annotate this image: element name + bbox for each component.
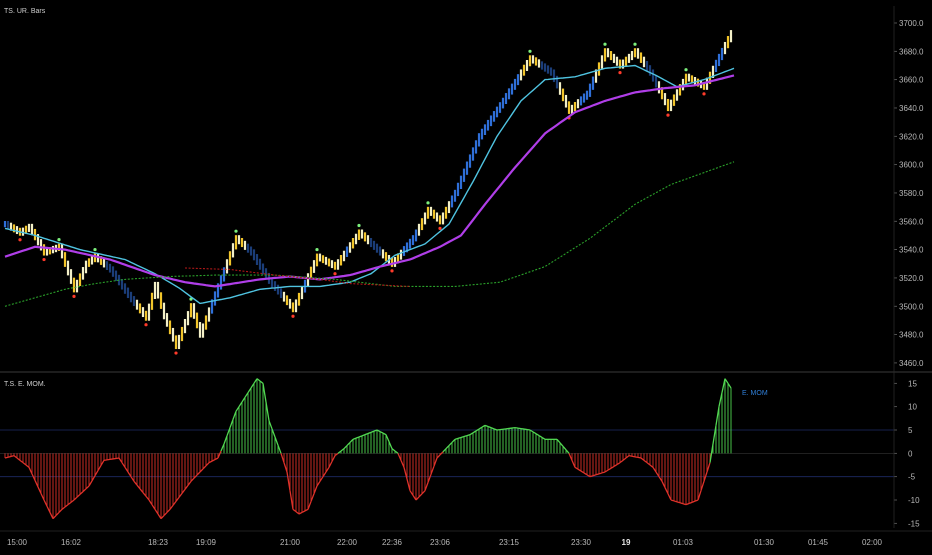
momentum-tick-label: -10	[908, 496, 920, 505]
time-tick-label: 23:06	[430, 538, 451, 547]
signal-dot	[390, 269, 393, 272]
momentum-outline	[674, 501, 677, 502]
signal-dot	[528, 50, 531, 53]
signal-dot	[633, 43, 636, 46]
momentum-outline	[11, 456, 14, 457]
price-tick-label: 3480.0	[899, 331, 924, 340]
price-tick-label: 3700.0	[899, 19, 924, 28]
signal-dot	[684, 68, 687, 71]
momentum-tick-label: -15	[908, 519, 920, 528]
signal-dot	[357, 224, 360, 227]
momentum-outline	[683, 504, 686, 505]
momentum-outline	[461, 437, 464, 438]
signal-dot	[618, 71, 621, 74]
signal-dot	[42, 258, 45, 261]
signal-dot	[57, 238, 60, 241]
price-pane-title: TS. UR. Bars	[4, 8, 46, 15]
signal-dot	[234, 230, 237, 233]
momentum-tick-label: 5	[908, 426, 913, 435]
time-tick-label: 22:00	[337, 538, 358, 547]
signal-dot	[93, 248, 96, 251]
price-tick-label: 3580.0	[899, 189, 924, 198]
price-tick-label: 3660.0	[899, 76, 924, 85]
signal-dot	[315, 248, 318, 251]
momentum-pane-title: T.S. E. MOM.	[4, 381, 46, 388]
price-tick-label: 3560.0	[899, 217, 924, 226]
momentum-outline	[5, 457, 8, 458]
signal-dot	[174, 351, 177, 354]
time-tick-label: 01:03	[673, 538, 694, 547]
momentum-outline	[8, 456, 11, 457]
time-tick-label: 19:09	[196, 538, 217, 547]
time-tick-label: 02:00	[862, 538, 883, 547]
momentum-outline	[458, 437, 461, 438]
price-tick-label: 3540.0	[899, 246, 924, 255]
signal-dot	[666, 113, 669, 116]
momentum-outline	[671, 500, 674, 501]
signal-dot	[333, 272, 336, 275]
price-tick-label: 3460.0	[899, 359, 924, 368]
momentum-outline	[638, 457, 641, 458]
momentum-outline	[635, 457, 638, 458]
price-tick-label: 3500.0	[899, 302, 924, 311]
signal-dot	[144, 323, 147, 326]
price-tick-label: 3640.0	[899, 104, 924, 113]
time-tick-label: 01:45	[808, 538, 829, 547]
momentum-tick-label: -5	[908, 473, 916, 482]
signal-dot	[438, 227, 441, 230]
time-tick-label: 23:30	[571, 538, 592, 547]
signal-dot	[72, 295, 75, 298]
momentum-outline	[680, 503, 683, 504]
time-tick-label: 18:23	[148, 538, 169, 547]
momentum-outline	[590, 476, 593, 477]
signal-dot	[603, 43, 606, 46]
momentum-tick-label: 0	[908, 449, 913, 458]
momentum-outline	[602, 472, 605, 473]
momentum-tick-label: 15	[908, 379, 917, 388]
momentum-outline	[467, 435, 470, 436]
momentum-outline	[455, 438, 458, 439]
signal-dot	[426, 201, 429, 204]
momentum-outline	[677, 502, 680, 503]
time-tick-label: 22:36	[382, 538, 403, 547]
price-tick-label: 3620.0	[899, 132, 924, 141]
momentum-outline	[632, 456, 635, 457]
momentum-outline	[629, 456, 632, 457]
signal-dot	[291, 315, 294, 318]
time-tick-label: 23:15	[499, 538, 520, 547]
price-tick-label: 3520.0	[899, 274, 924, 283]
time-tick-label: 19	[622, 538, 631, 547]
momentum-outline	[464, 436, 467, 437]
momentum-outline	[593, 475, 596, 476]
time-tick-label: 15:00	[7, 538, 28, 547]
time-tick-label: 21:00	[280, 538, 301, 547]
price-tick-label: 3680.0	[899, 47, 924, 56]
momentum-outline	[599, 473, 602, 474]
price-tick-label: 3600.0	[899, 161, 924, 170]
momentum-tick-label: 10	[908, 403, 917, 412]
signal-dot	[702, 92, 705, 95]
time-tick-label: 01:30	[754, 538, 775, 547]
time-tick-label: 16:02	[61, 538, 82, 547]
momentum-outline	[596, 474, 599, 475]
signal-dot	[18, 238, 21, 241]
momentum-legend: E. MOM	[742, 390, 768, 397]
